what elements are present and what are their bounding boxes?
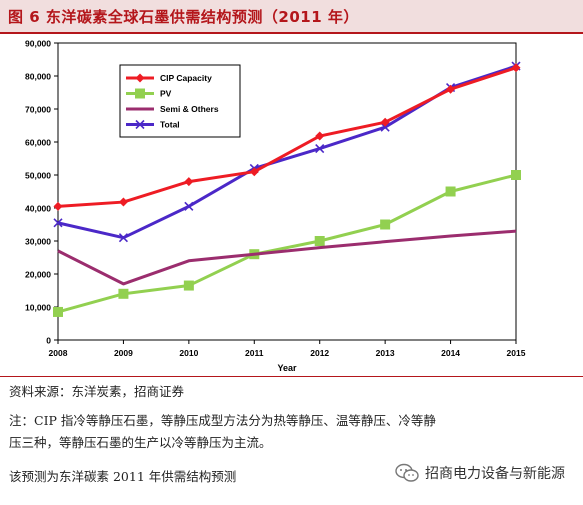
y-tick-label: 50,000 xyxy=(25,171,51,181)
x-tick-label: 2012 xyxy=(310,348,329,358)
data-point-cip-capacity xyxy=(249,167,259,177)
x-tick-label: 2010 xyxy=(179,348,198,358)
x-marker-stroke xyxy=(184,201,194,211)
footnote-line-1: 注：CIP 指冷等静压石墨，等静压成型方法分为热等静压、温等静压、冷等静 xyxy=(9,413,436,428)
y-tick-label: 20,000 xyxy=(25,270,51,280)
forecast-note: 该预测为东洋碳素 2011 年供需结构预测 xyxy=(9,469,237,484)
data-point-pv xyxy=(53,306,63,317)
data-point-total xyxy=(315,144,325,154)
y-tick-label: 0 xyxy=(46,336,51,346)
data-point-cip-capacity xyxy=(511,63,521,73)
figure-title-bar: 图 6 东洋碳素全球石墨供需结构预测（2011 年） xyxy=(0,0,583,32)
watermark: 招商电力设备与新能源 xyxy=(395,463,565,483)
data-point-pv xyxy=(380,219,391,230)
legend-marker-total xyxy=(135,119,145,130)
data-point-total xyxy=(380,122,390,132)
legend-marker-cip-capacity xyxy=(135,73,145,83)
data-point-cip-capacity xyxy=(315,131,325,141)
legend-label-total: Total xyxy=(160,120,180,130)
footnote-line-2: 压三种，等静压石墨的生产以冷等静压为主流。 xyxy=(9,435,272,450)
x-marker-stroke xyxy=(118,233,128,243)
data-point-cip-capacity xyxy=(53,201,63,211)
x-axis-label: Year xyxy=(277,363,297,373)
data-point-cip-capacity xyxy=(184,177,194,187)
y-tick-label: 60,000 xyxy=(25,138,51,148)
data-point-pv xyxy=(445,186,456,197)
y-tick-label: 30,000 xyxy=(25,237,51,247)
legend-label-pv: PV xyxy=(160,89,172,99)
source-rule xyxy=(0,376,583,377)
data-point-total xyxy=(184,201,194,211)
x-tick-label: 2009 xyxy=(114,348,133,358)
series-line-semi-others xyxy=(57,229,517,286)
series-line-pv xyxy=(57,173,517,314)
series-lines xyxy=(53,61,521,317)
x-tick-label: 2014 xyxy=(441,348,460,358)
axes: 0 10,000 20,000 30,000 40,000 50,000 60,000 70,… xyxy=(25,39,526,374)
y-tick-label: 40,000 xyxy=(25,204,51,214)
x-marker-stroke xyxy=(53,218,63,228)
x-tick-label: 2011 xyxy=(245,348,264,358)
watermark-text: 招商电力设备与新能源 xyxy=(425,466,565,482)
x-tick-label: 2013 xyxy=(376,348,395,358)
plot-frame xyxy=(57,42,517,341)
wechat-icon xyxy=(395,463,419,482)
legend-marker-pv xyxy=(135,88,145,99)
x-marker-stroke xyxy=(380,122,390,132)
series-line-cip-capacity xyxy=(57,66,517,208)
legend-label-cip-capacity: CIP Capacity xyxy=(160,73,212,83)
y-tick-label: 90,000 xyxy=(25,39,51,49)
data-point-cip-capacity xyxy=(118,197,128,207)
y-tick-label: 80,000 xyxy=(25,72,51,82)
y-tick-label: 70,000 xyxy=(25,105,51,115)
chart: 0 10,000 20,000 30,000 40,000 50,000 60,000 70,… xyxy=(25,39,526,374)
x-marker-stroke xyxy=(135,119,145,130)
data-point-pv xyxy=(118,288,129,299)
source-note: 资料来源：东洋炭素，招商证券 xyxy=(9,384,185,399)
legend: CIP Capacity PV Semi & Others Total xyxy=(119,64,241,138)
title-rule xyxy=(0,32,583,34)
data-point-total xyxy=(118,233,128,243)
data-point-pv xyxy=(314,236,325,246)
x-tick-label: 2015 xyxy=(507,348,526,358)
data-point-total xyxy=(53,218,63,228)
data-point-cip-capacity xyxy=(380,117,390,127)
data-point-pv xyxy=(511,170,521,180)
data-point-cip-capacity xyxy=(446,84,456,94)
figure-title: 图 6 东洋碳素全球石墨供需结构预测（2011 年） xyxy=(8,8,359,26)
x-marker-stroke xyxy=(315,144,325,154)
y-tick-label: 10,000 xyxy=(25,303,51,313)
x-tick-label: 2008 xyxy=(49,348,68,358)
data-point-pv xyxy=(183,280,194,291)
legend-label-semi-others: Semi & Others xyxy=(160,104,219,114)
